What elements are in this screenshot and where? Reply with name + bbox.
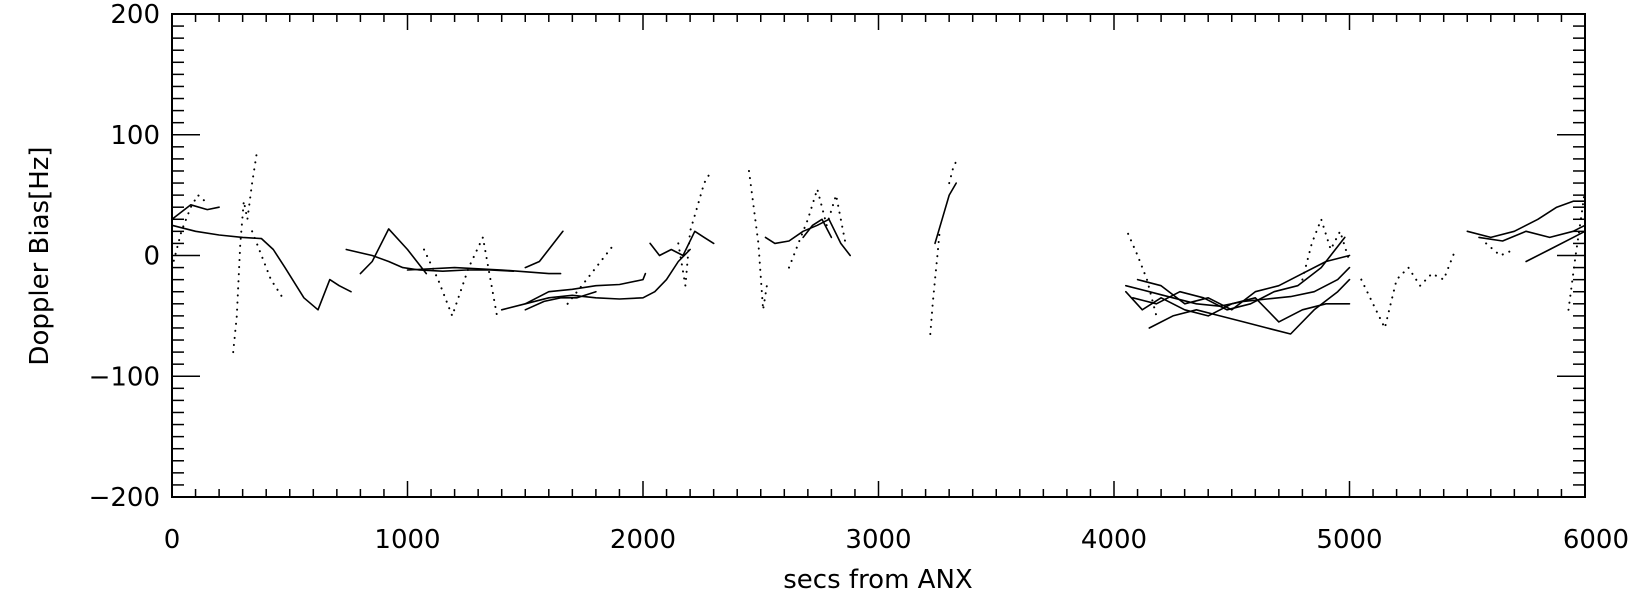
data-series-line — [1360, 248, 1457, 329]
data-series-line — [524, 290, 597, 311]
data-series-line — [500, 248, 691, 311]
data-series-line — [1525, 230, 1586, 263]
data-series-line — [934, 182, 958, 245]
data-series-line — [1567, 188, 1586, 311]
tick-labels: 0 1000 2000 3000 4000 5000 6000 −200 −100 0 100 200 — [89, 0, 1629, 555]
data-series-line — [1466, 200, 1586, 239]
y-axis-title: Doppler Bias[Hz] — [25, 146, 55, 365]
data-series-line — [802, 218, 833, 239]
data-series-line — [1148, 278, 1351, 335]
data-series-line — [423, 236, 498, 317]
y-tick-label: 200 — [110, 0, 160, 30]
data-series-line — [406, 266, 562, 275]
data-series — [171, 151, 1586, 354]
data-series-line — [748, 170, 769, 311]
data-series-line — [1485, 242, 1516, 257]
plot-frame — [171, 13, 1586, 498]
x-tick-label: 1000 — [374, 525, 440, 555]
x-tick-label: 4000 — [1081, 525, 1147, 555]
y-tick-label: 100 — [110, 121, 160, 151]
data-series-line — [524, 272, 647, 305]
data-series-line — [649, 230, 715, 257]
x-tick-label: 0 — [164, 525, 181, 555]
y-tick-label: −200 — [89, 483, 160, 513]
x-tick-label: 3000 — [845, 525, 911, 555]
x-axis-title: secs from ANX — [783, 565, 972, 595]
y-tick-label: 0 — [143, 242, 160, 272]
data-series-line — [171, 194, 206, 269]
x-tick-label: 6000 — [1563, 525, 1629, 555]
data-series-line — [1132, 236, 1346, 311]
data-series-line — [171, 224, 352, 311]
x-tick-label: 2000 — [610, 525, 676, 555]
x-tick-label: 5000 — [1316, 525, 1382, 555]
data-series-line — [359, 228, 428, 275]
data-series-line — [1125, 290, 1351, 323]
data-series-line — [171, 204, 220, 221]
data-series-line — [677, 170, 713, 287]
data-series-line — [1301, 218, 1351, 281]
data-series-line — [566, 242, 616, 305]
y-tick-label: −100 — [89, 362, 160, 392]
data-series-line — [948, 157, 960, 185]
data-series-line — [232, 151, 258, 354]
data-series-line — [1478, 224, 1586, 242]
data-series-line — [524, 230, 564, 269]
